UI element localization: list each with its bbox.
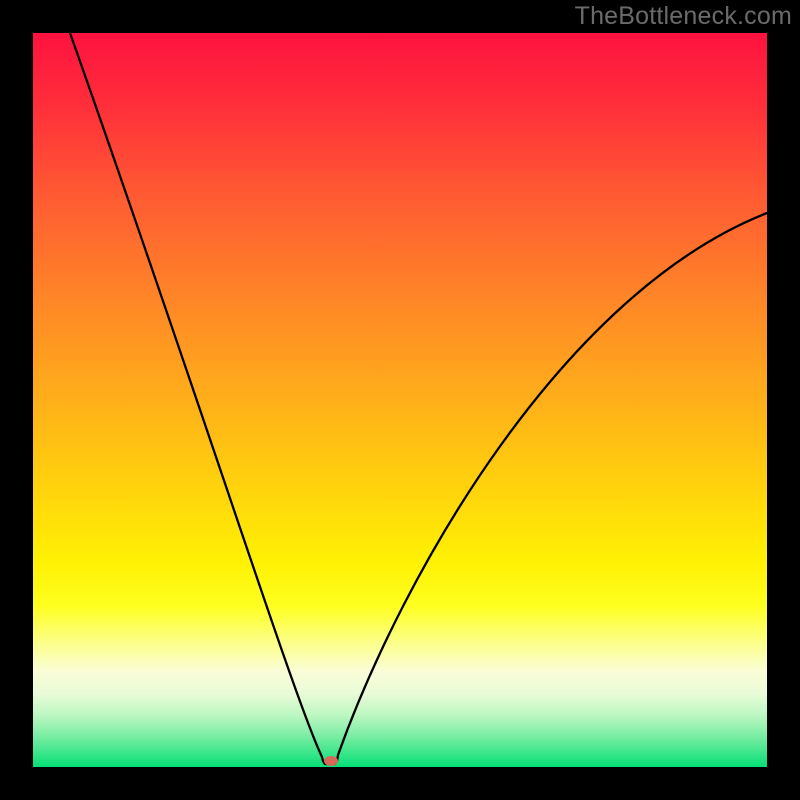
- chart-svg: [33, 33, 767, 767]
- minimum-marker: [324, 756, 338, 766]
- watermark-text: TheBottleneck.com: [575, 2, 792, 31]
- chart-plot-area: [33, 33, 767, 767]
- gradient-background: [33, 33, 767, 767]
